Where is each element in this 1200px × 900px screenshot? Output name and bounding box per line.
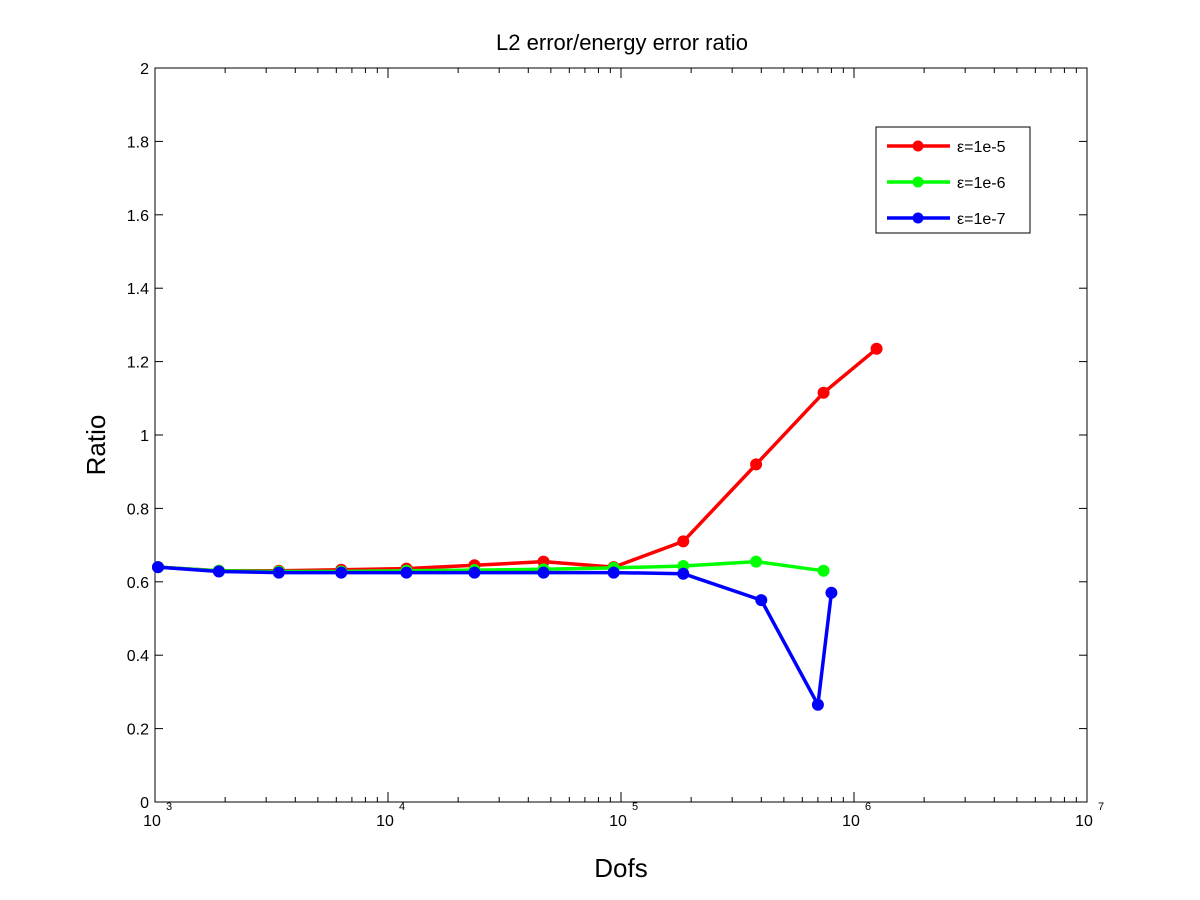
y-tick-label: 1.2: [127, 355, 149, 372]
legend-entry: ε=1e-6: [887, 175, 1006, 192]
x-tick-label: 10: [609, 813, 627, 830]
series-3: [151, 561, 838, 711]
legend-label: ε=1e-7: [957, 211, 1006, 228]
legend-label: ε=1e-6: [957, 175, 1006, 192]
y-tick-label: 0.4: [127, 648, 149, 665]
data-point: [817, 564, 830, 577]
y-tick-label: 0.8: [127, 501, 149, 518]
legend-entry: ε=1e-7: [887, 211, 1006, 228]
x-tick-label: 10: [1075, 813, 1093, 830]
y-tick-label: 1.8: [127, 134, 149, 151]
y-tick-label: 1: [140, 428, 149, 445]
data-point: [272, 566, 285, 579]
x-tick-exponent: 4: [399, 801, 405, 813]
data-point: [677, 567, 690, 580]
y-tick-label: 0.2: [127, 722, 149, 739]
x-tick-label: 10: [376, 813, 394, 830]
data-point: [811, 698, 824, 711]
series-line: [157, 565, 834, 707]
legend: ε=1e-5 ε=1e-6 ε=1e-7: [875, 126, 1031, 234]
data-point: [750, 458, 763, 471]
data-point: [212, 565, 225, 578]
axis-ticks: 00.20.40.60.811.21.41.61.821031041051061…: [127, 61, 1104, 830]
legend-entry: ε=1e-5: [887, 139, 1006, 156]
y-tick-label: 0.6: [127, 575, 149, 592]
y-tick-label: 1.4: [127, 281, 149, 298]
y-tick-label: 2: [140, 61, 149, 78]
data-point: [825, 586, 838, 599]
legend-swatch-marker: [912, 176, 924, 188]
x-axis-label: Dofs: [594, 853, 647, 883]
data-point: [607, 566, 620, 579]
legend-swatch-marker: [912, 140, 924, 152]
data-point: [750, 555, 763, 568]
data-point: [755, 594, 768, 607]
series-lines: [151, 342, 883, 711]
data-point: [468, 566, 481, 579]
chart-title: L2 error/energy error ratio: [496, 30, 748, 55]
x-tick-label: 10: [842, 813, 860, 830]
x-tick-label: 10: [143, 813, 161, 830]
x-tick-exponent: 7: [1098, 801, 1104, 813]
x-tick-exponent: 5: [632, 801, 638, 813]
y-axis-label: Ratio: [81, 415, 111, 476]
data-point: [817, 386, 830, 399]
data-point: [151, 561, 164, 574]
data-point: [870, 342, 883, 355]
data-point: [677, 535, 690, 548]
x-tick-exponent: 3: [166, 801, 172, 813]
legend-label: ε=1e-5: [957, 139, 1006, 156]
y-tick-label: 1.6: [127, 208, 149, 225]
y-tick-label: 0: [140, 795, 149, 812]
x-tick-exponent: 6: [865, 801, 871, 813]
legend-swatch-marker: [912, 212, 924, 224]
data-point: [335, 566, 348, 579]
data-point: [400, 566, 413, 579]
data-point: [537, 566, 550, 579]
